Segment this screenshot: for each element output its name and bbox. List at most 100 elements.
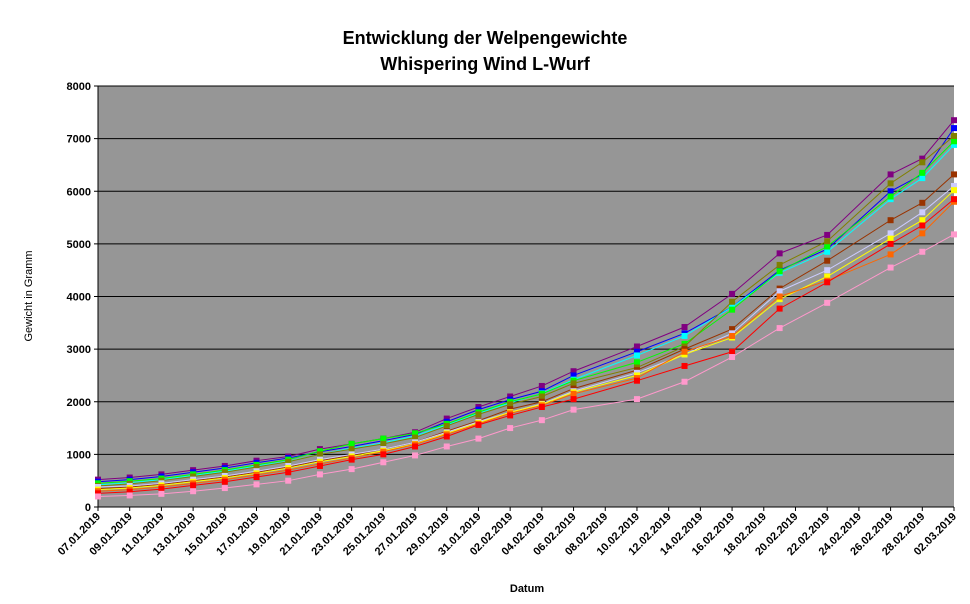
marker bbox=[824, 267, 831, 274]
marker bbox=[507, 401, 514, 408]
marker bbox=[348, 440, 355, 447]
marker bbox=[380, 459, 387, 466]
marker bbox=[348, 466, 355, 473]
marker bbox=[729, 326, 736, 333]
series-line bbox=[97, 198, 955, 494]
marker bbox=[824, 238, 831, 245]
marker bbox=[887, 217, 894, 224]
marker bbox=[190, 482, 197, 489]
marker bbox=[729, 348, 736, 355]
marker bbox=[919, 248, 926, 255]
marker bbox=[776, 325, 783, 332]
marker bbox=[776, 288, 783, 295]
marker bbox=[380, 440, 387, 447]
marker bbox=[633, 343, 640, 350]
marker bbox=[285, 477, 292, 484]
marker bbox=[316, 451, 323, 458]
marker bbox=[919, 222, 926, 229]
marker bbox=[126, 492, 133, 499]
marker bbox=[776, 250, 783, 257]
marker bbox=[951, 132, 957, 139]
series-line bbox=[97, 119, 955, 481]
marker bbox=[951, 182, 957, 189]
marker bbox=[824, 231, 831, 238]
marker bbox=[824, 257, 831, 264]
marker bbox=[316, 471, 323, 478]
marker bbox=[412, 443, 419, 450]
marker bbox=[443, 433, 450, 440]
series-line bbox=[97, 174, 955, 490]
marker bbox=[887, 180, 894, 187]
marker bbox=[951, 141, 957, 148]
marker bbox=[348, 446, 355, 453]
marker bbox=[95, 490, 101, 497]
marker bbox=[633, 359, 640, 366]
marker bbox=[919, 217, 926, 224]
marker bbox=[221, 478, 228, 485]
marker bbox=[824, 248, 831, 255]
marker bbox=[253, 464, 260, 471]
marker bbox=[887, 264, 894, 271]
y-tick-label: 4000 bbox=[67, 292, 91, 304]
marker bbox=[951, 196, 957, 203]
marker bbox=[507, 393, 514, 400]
y-tick-label: 6000 bbox=[67, 186, 91, 198]
marker bbox=[729, 290, 736, 297]
marker bbox=[570, 396, 577, 403]
marker bbox=[95, 493, 101, 500]
marker bbox=[887, 240, 894, 247]
marker bbox=[538, 393, 545, 400]
marker bbox=[507, 412, 514, 419]
marker bbox=[348, 456, 355, 463]
y-tick-label: 5000 bbox=[67, 239, 91, 251]
y-axis-label: Gewicht in Gramm bbox=[23, 250, 35, 341]
marker bbox=[919, 209, 926, 216]
series-line bbox=[97, 201, 955, 492]
marker bbox=[919, 155, 926, 162]
marker bbox=[412, 434, 419, 441]
marker bbox=[316, 462, 323, 469]
marker bbox=[681, 348, 688, 355]
marker bbox=[951, 117, 957, 124]
marker bbox=[633, 396, 640, 403]
y-tick-label: 1000 bbox=[67, 449, 91, 461]
marker bbox=[507, 406, 514, 413]
marker bbox=[380, 451, 387, 458]
marker bbox=[681, 332, 688, 339]
chart-title: Entwicklung der Welpengewichte bbox=[343, 28, 628, 48]
marker bbox=[253, 481, 260, 488]
marker bbox=[316, 448, 323, 455]
marker bbox=[729, 298, 736, 305]
y-tick-label: 7000 bbox=[67, 134, 91, 146]
marker bbox=[887, 171, 894, 178]
marker bbox=[190, 473, 197, 480]
marker bbox=[824, 273, 831, 280]
chart-subtitle: Whispering Wind L-Wurf bbox=[380, 54, 590, 74]
marker bbox=[824, 279, 831, 286]
marker bbox=[190, 488, 197, 495]
marker bbox=[919, 175, 926, 182]
marker bbox=[776, 293, 783, 300]
marker bbox=[887, 193, 894, 200]
marker bbox=[221, 469, 228, 476]
marker bbox=[776, 305, 783, 312]
marker bbox=[412, 430, 419, 437]
marker bbox=[919, 159, 926, 166]
marker bbox=[919, 199, 926, 206]
marker bbox=[729, 306, 736, 313]
marker bbox=[570, 380, 577, 387]
marker bbox=[729, 354, 736, 361]
y-tick-label: 8000 bbox=[67, 81, 91, 93]
marker bbox=[221, 485, 228, 492]
series-line bbox=[97, 233, 955, 497]
marker bbox=[538, 404, 545, 411]
series-line bbox=[97, 144, 955, 486]
y-tick-label: 2000 bbox=[67, 397, 91, 409]
marker bbox=[538, 382, 545, 389]
marker bbox=[475, 421, 482, 428]
marker bbox=[729, 332, 736, 339]
marker bbox=[951, 138, 957, 145]
marker bbox=[776, 261, 783, 268]
marker bbox=[285, 458, 292, 465]
marker bbox=[919, 230, 926, 237]
